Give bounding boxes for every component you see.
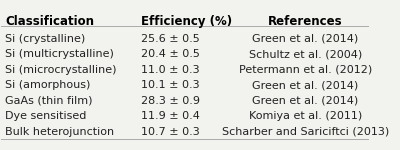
Text: 10.1 ± 0.3: 10.1 ± 0.3 bbox=[140, 80, 199, 90]
Text: 25.6 ± 0.5: 25.6 ± 0.5 bbox=[140, 34, 199, 44]
Text: Efficiency (%): Efficiency (%) bbox=[140, 15, 232, 28]
Text: Green et al. (2014): Green et al. (2014) bbox=[252, 80, 358, 90]
Text: 11.0 ± 0.3: 11.0 ± 0.3 bbox=[140, 65, 199, 75]
Text: Bulk heterojunction: Bulk heterojunction bbox=[5, 127, 114, 136]
Text: Green et al. (2014): Green et al. (2014) bbox=[252, 96, 358, 106]
Text: Classification: Classification bbox=[5, 15, 94, 28]
Text: 10.7 ± 0.3: 10.7 ± 0.3 bbox=[140, 127, 199, 136]
Text: Dye sensitised: Dye sensitised bbox=[5, 111, 86, 121]
Text: GaAs (thin film): GaAs (thin film) bbox=[5, 96, 92, 106]
Text: Petermann et al. (2012): Petermann et al. (2012) bbox=[239, 65, 372, 75]
Text: 28.3 ± 0.9: 28.3 ± 0.9 bbox=[140, 96, 200, 106]
Text: Scharber and Sariciftci (2013): Scharber and Sariciftci (2013) bbox=[222, 127, 389, 136]
Text: Si (crystalline): Si (crystalline) bbox=[5, 34, 85, 44]
Text: Si (microcrystalline): Si (microcrystalline) bbox=[5, 65, 116, 75]
Text: Green et al. (2014): Green et al. (2014) bbox=[252, 34, 358, 44]
Text: Schultz et al. (2004): Schultz et al. (2004) bbox=[249, 49, 362, 59]
Text: Si (multicrystalline): Si (multicrystalline) bbox=[5, 49, 114, 59]
Text: 11.9 ± 0.4: 11.9 ± 0.4 bbox=[140, 111, 200, 121]
Text: Komiya et al. (2011): Komiya et al. (2011) bbox=[249, 111, 362, 121]
Text: Si (amorphous): Si (amorphous) bbox=[5, 80, 90, 90]
Text: 20.4 ± 0.5: 20.4 ± 0.5 bbox=[140, 49, 200, 59]
Text: References: References bbox=[268, 15, 343, 28]
